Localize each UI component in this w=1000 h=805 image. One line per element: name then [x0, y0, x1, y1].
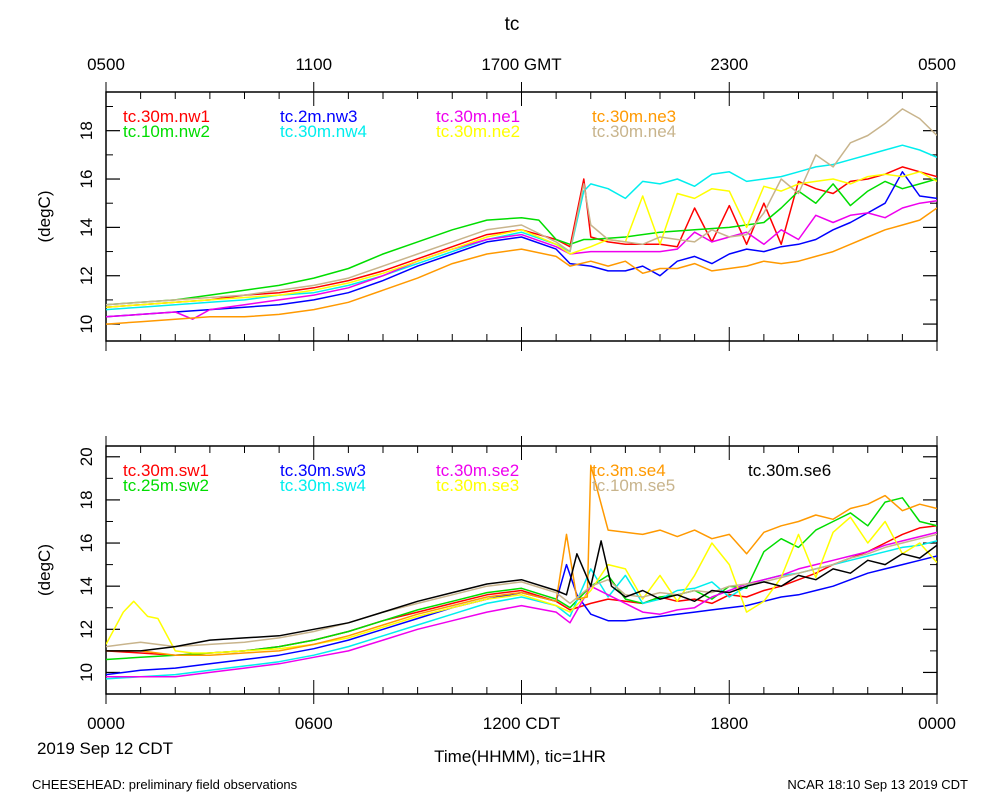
top-tick-label: 0500 [918, 55, 956, 74]
legend-entry-tc.10m.nw2: tc.10m.nw2 [123, 122, 210, 141]
y-tick-label: 10 [77, 663, 96, 682]
legend-entry-tc.30m.sw1: tc.30m.sw1 [123, 461, 209, 480]
legend-entry-tc.30m.se2: tc.30m.se2 [436, 461, 519, 480]
top-tick-label: 0500 [87, 55, 125, 74]
y-tick-label: 20 [77, 447, 96, 466]
series-group [106, 108, 937, 325]
legend-entry-tc.10m.se5: tc.10m.se5 [592, 476, 675, 495]
legend-entry-tc.30m.ne2: tc.30m.ne2 [436, 122, 520, 141]
date-label: 2019 Sep 12 CDT [37, 739, 173, 758]
y-tick-label: 14 [77, 218, 96, 237]
footer-left: CHEESEHEAD: preliminary field observatio… [32, 777, 298, 792]
series-line-tc.30m.se3 [106, 516, 937, 654]
top-tick-label: 1100 [295, 55, 332, 74]
series-line-tc.30m.ne1 [106, 200, 937, 320]
series-line-tc.30m.ne4 [106, 108, 937, 306]
y-tick-label: 16 [77, 170, 96, 189]
series-line-tc.25m.sw2 [106, 497, 937, 661]
footer-right: NCAR 18:10 Sep 13 2019 CDT [787, 777, 968, 792]
y-tick-label: 10 [77, 315, 96, 334]
series-line-tc.10m.nw2 [106, 178, 937, 306]
x-axis-label: Time(HHMM), tic=1HR [434, 747, 606, 766]
series-line-tc.30m.se6 [106, 540, 937, 652]
series-line-tc.30m.nw4 [106, 144, 937, 311]
y-tick-label: 14 [77, 577, 96, 596]
series-line-tc.2m.nw3 [106, 171, 937, 318]
series-line-tc.30m.nw1 [106, 166, 937, 308]
legend-entry-tc.30m.nw1: tc.30m.nw1 [123, 107, 210, 126]
chart-title: tc [505, 14, 520, 35]
legend-entry-tc.30m.sw3: tc.30m.sw3 [280, 461, 366, 480]
legend-entry-tc.30m.ne1: tc.30m.ne1 [436, 107, 520, 126]
y-tick-label: 18 [77, 490, 96, 509]
top-axis: 0500 1100 1700 GMT 2300 0500 [87, 55, 956, 74]
series-line-tc.30m.ne3 [106, 207, 937, 325]
y-tick-label: 16 [77, 534, 96, 553]
top-tick-label: 2300 [710, 55, 748, 74]
bottom-tick-label: 0000 [918, 714, 956, 733]
legend-entry-tc.25m.sw2: tc.25m.sw2 [123, 476, 209, 495]
legend-entry-tc.30m.sw4: tc.30m.sw4 [280, 476, 366, 495]
y-tick-label: 12 [77, 620, 96, 639]
top-tick-label: 1700 GMT [481, 55, 561, 74]
series-line-tc.30m.ne2 [106, 171, 937, 308]
legend-entry-tc.30m.ne4: tc.30m.ne4 [592, 122, 676, 141]
legend-entry-tc.30m.se6: tc.30m.se6 [748, 461, 831, 480]
y-tick-label: 18 [77, 121, 96, 140]
legend-entry-tc.30m.se3: tc.30m.se3 [436, 476, 519, 495]
bottom-tick-label: 1200 CDT [483, 714, 560, 733]
y-axis-label: (degC) [35, 191, 54, 243]
series-line-tc.3m.se4 [106, 464, 937, 656]
bottom-tick-label: 1800 [710, 714, 748, 733]
legend-entry-tc.30m.nw4: tc.30m.nw4 [280, 122, 367, 141]
bottom-tick-label: 0000 [87, 714, 125, 733]
bottom-axis: 0000 0600 1200 CDT 1800 0000 [87, 714, 956, 733]
series-line-tc.30m.se2 [106, 531, 937, 678]
series-group [106, 464, 937, 680]
legend-entry-tc.30m.ne3: tc.30m.ne3 [592, 107, 676, 126]
bottom-tick-label: 0600 [295, 714, 333, 733]
legend-entry-tc.2m.nw3: tc.2m.nw3 [280, 107, 357, 126]
legend-entry-tc.3m.se4: tc.3m.se4 [592, 461, 666, 480]
y-tick-label: 12 [77, 266, 96, 285]
series-line-tc.10m.se5 [106, 533, 937, 648]
series-line-tc.30m.sw3 [106, 555, 937, 676]
y-axis-label: (degC) [35, 544, 54, 596]
